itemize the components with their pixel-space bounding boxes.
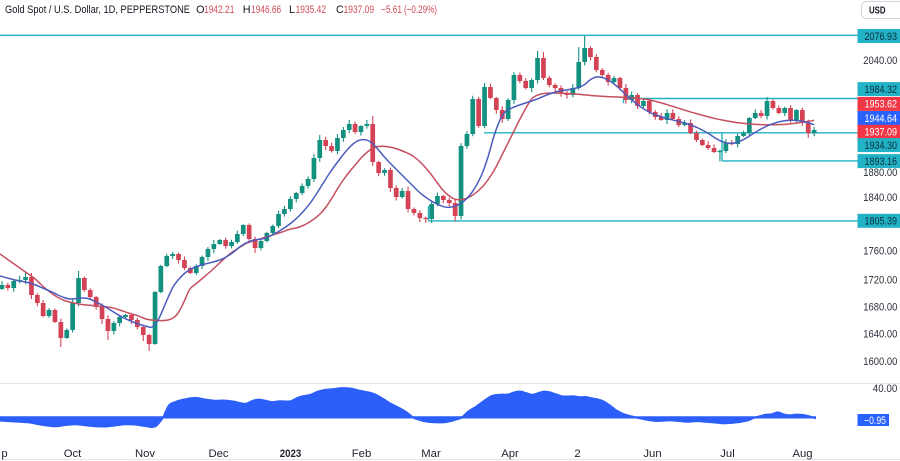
svg-text:O: O: [196, 4, 204, 16]
svg-text:1937.09: 1937.09: [344, 4, 374, 16]
svg-text:40.00: 40.00: [873, 383, 898, 395]
svg-text:−0.95: −0.95: [864, 415, 886, 427]
svg-text:(−0.29%): (−0.29%): [404, 4, 437, 16]
svg-text:1942.21: 1942.21: [204, 4, 235, 16]
svg-text:2: 2: [574, 448, 580, 460]
svg-text:USD: USD: [869, 5, 886, 17]
svg-text:Apr: Apr: [501, 448, 519, 460]
svg-text:Aug: Aug: [792, 448, 812, 460]
svg-text:L: L: [289, 4, 295, 16]
svg-text:2040.00: 2040.00: [863, 55, 897, 67]
svg-text:H: H: [243, 4, 251, 16]
svg-text:1946.66: 1946.66: [251, 4, 281, 16]
svg-text:1944.64: 1944.64: [865, 113, 898, 125]
svg-text:1937.09: 1937.09: [865, 127, 898, 139]
svg-text:1805.39: 1805.39: [865, 216, 898, 228]
svg-text:1600.00: 1600.00: [863, 356, 897, 368]
svg-text:Feb: Feb: [352, 448, 371, 460]
svg-text:1680.00: 1680.00: [863, 302, 897, 314]
svg-text:1840.00: 1840.00: [863, 192, 897, 204]
svg-text:Mar: Mar: [421, 448, 441, 460]
svg-text:1935.42: 1935.42: [296, 4, 326, 16]
svg-text:Dec: Dec: [208, 448, 228, 460]
svg-text:−5.61: −5.61: [381, 4, 402, 16]
svg-text:Jul: Jul: [720, 448, 734, 460]
svg-text:2023: 2023: [280, 448, 302, 460]
svg-text:1893.16: 1893.16: [865, 156, 898, 168]
svg-text:Nov: Nov: [135, 448, 155, 460]
svg-text:1640.00: 1640.00: [863, 329, 897, 341]
svg-text:2076.93: 2076.93: [865, 31, 898, 43]
svg-text:1934.30: 1934.30: [865, 140, 898, 152]
svg-text:1760.00: 1760.00: [863, 246, 897, 258]
svg-text:C: C: [336, 4, 344, 16]
svg-text:Jun: Jun: [643, 448, 661, 460]
svg-text:1880.00: 1880.00: [863, 167, 897, 179]
svg-text:Oct: Oct: [64, 448, 82, 460]
svg-text:Gold Spot / U.S. Dollar, 1D, P: Gold Spot / U.S. Dollar, 1D, PEPPERSTONE: [5, 4, 190, 16]
svg-text:p: p: [1, 448, 7, 460]
svg-text:1984.32: 1984.32: [865, 84, 898, 96]
svg-text:1720.00: 1720.00: [863, 274, 897, 286]
svg-text:1953.62: 1953.62: [865, 99, 898, 111]
